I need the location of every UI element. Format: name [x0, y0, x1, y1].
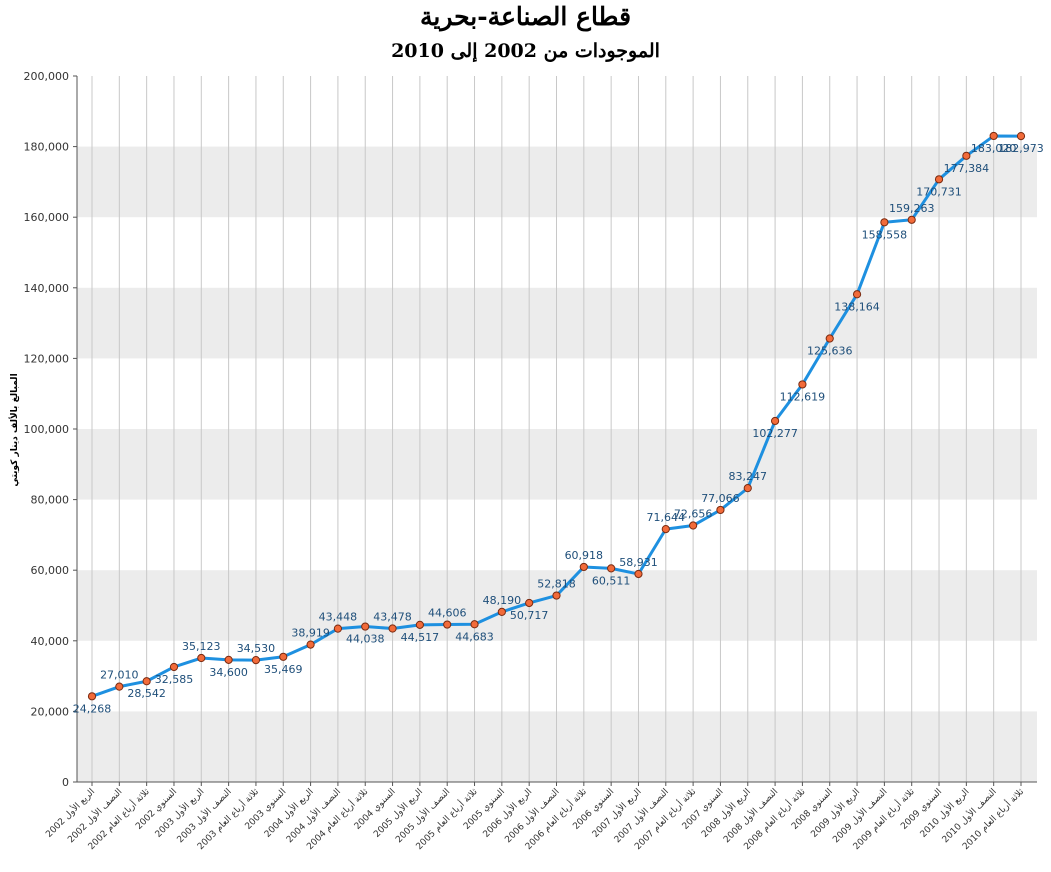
data-label: 48,190: [483, 594, 522, 607]
data-point: [470, 620, 479, 629]
y-axis-label: المبالغ بالألف دينار كويتي: [8, 373, 20, 486]
data-label: 138,164: [834, 300, 880, 313]
x-gridlines: [91, 76, 1022, 782]
data-point: [880, 218, 889, 227]
data-label: 159,263: [889, 202, 935, 215]
data-label: 50,717: [510, 609, 549, 622]
data-point: [934, 175, 944, 184]
chart-subtitle: الموجودات من 2002 إلى 2010: [391, 40, 660, 62]
data-point: [525, 598, 534, 608]
data-label: 177,384: [944, 162, 990, 175]
data-label: 170,731: [916, 185, 962, 198]
data-point: [798, 380, 807, 389]
data-label: 60,511: [592, 574, 631, 587]
data-point: [907, 215, 916, 224]
data-point: [497, 607, 506, 616]
data-label: 58,931: [619, 556, 658, 569]
data-label: 28,542: [127, 687, 166, 700]
data-label: 83,247: [729, 470, 768, 483]
data-label: 44,683: [455, 630, 494, 643]
data-point: [634, 569, 643, 579]
y-tick-label: 200,000: [24, 70, 70, 83]
data-point: [251, 656, 261, 665]
x-tick-label: الربع الأول 2002: [43, 786, 97, 840]
data-label: 38,919: [291, 627, 330, 640]
data-label: 35,123: [182, 640, 221, 653]
data-point: [689, 521, 698, 530]
data-label: 43,448: [319, 611, 358, 624]
data-point: [87, 692, 97, 701]
data-label: 71,644: [647, 511, 686, 524]
y-axis-ticks: 0 20,000 40,000 60,000 80,000 100,000 120,000 1…: [24, 70, 77, 789]
data-point: [115, 682, 124, 691]
data-point: [825, 334, 834, 343]
chart-title: قطاع الصناعة-بحرية: [419, 2, 632, 31]
data-point: [962, 151, 971, 160]
data-label: 102,277: [752, 427, 798, 440]
y-tick-label: 60,000: [31, 564, 70, 577]
y-tick-label: 0: [62, 776, 69, 789]
data-point: [989, 131, 998, 141]
data-label: 60,918: [565, 549, 604, 562]
data-label: 35,469: [264, 663, 303, 676]
data-label: 112,619: [780, 390, 826, 403]
data-label: 72,656: [674, 508, 713, 521]
data-point: [169, 662, 179, 672]
data-point: [579, 562, 588, 572]
data-label: 27,010: [100, 669, 139, 682]
series-markers: [87, 131, 1026, 701]
data-point: [852, 290, 862, 299]
data-point: [770, 416, 780, 426]
data-label: 43,478: [373, 611, 412, 624]
data-label: 52,818: [537, 578, 576, 591]
data-point: [306, 640, 315, 649]
data-point: [197, 653, 206, 663]
data-point: [743, 484, 752, 493]
data-point: [415, 620, 424, 629]
y-tick-label: 20,000: [31, 705, 70, 718]
data-label: 34,600: [209, 666, 248, 679]
data-point: [333, 624, 343, 633]
data-label: 34,530: [237, 642, 276, 655]
data-label: 32,585: [155, 673, 194, 686]
data-label: 77,066: [701, 492, 740, 505]
y-tick-label: 40,000: [31, 635, 70, 648]
data-label: 44,038: [346, 633, 385, 646]
data-point: [1016, 132, 1026, 141]
data-label: 24,268: [73, 702, 112, 715]
data-label: 182,973: [998, 142, 1044, 155]
data-label: 183,020: [971, 142, 1017, 155]
data-point: [552, 591, 561, 600]
y-tick-label: 160,000: [24, 211, 70, 224]
y-tick-label: 80,000: [31, 494, 70, 507]
data-point: [388, 624, 397, 633]
data-point: [607, 564, 616, 573]
y-tick-label: 140,000: [24, 282, 70, 295]
data-point: [279, 652, 288, 661]
data-point: [661, 524, 670, 534]
data-point: [224, 655, 233, 664]
data-label: 158,558: [862, 228, 908, 241]
data-label: 44,606: [428, 607, 467, 620]
y-tick-label: 180,000: [24, 141, 70, 154]
y-tick-label: 100,000: [24, 423, 70, 436]
y-tick-label: 120,000: [24, 352, 70, 365]
data-point: [716, 505, 725, 515]
data-point: [142, 677, 151, 686]
data-point: [361, 622, 370, 631]
data-point: [443, 620, 452, 629]
data-label: 44,517: [401, 631, 440, 644]
data-label: 125,636: [807, 345, 853, 358]
